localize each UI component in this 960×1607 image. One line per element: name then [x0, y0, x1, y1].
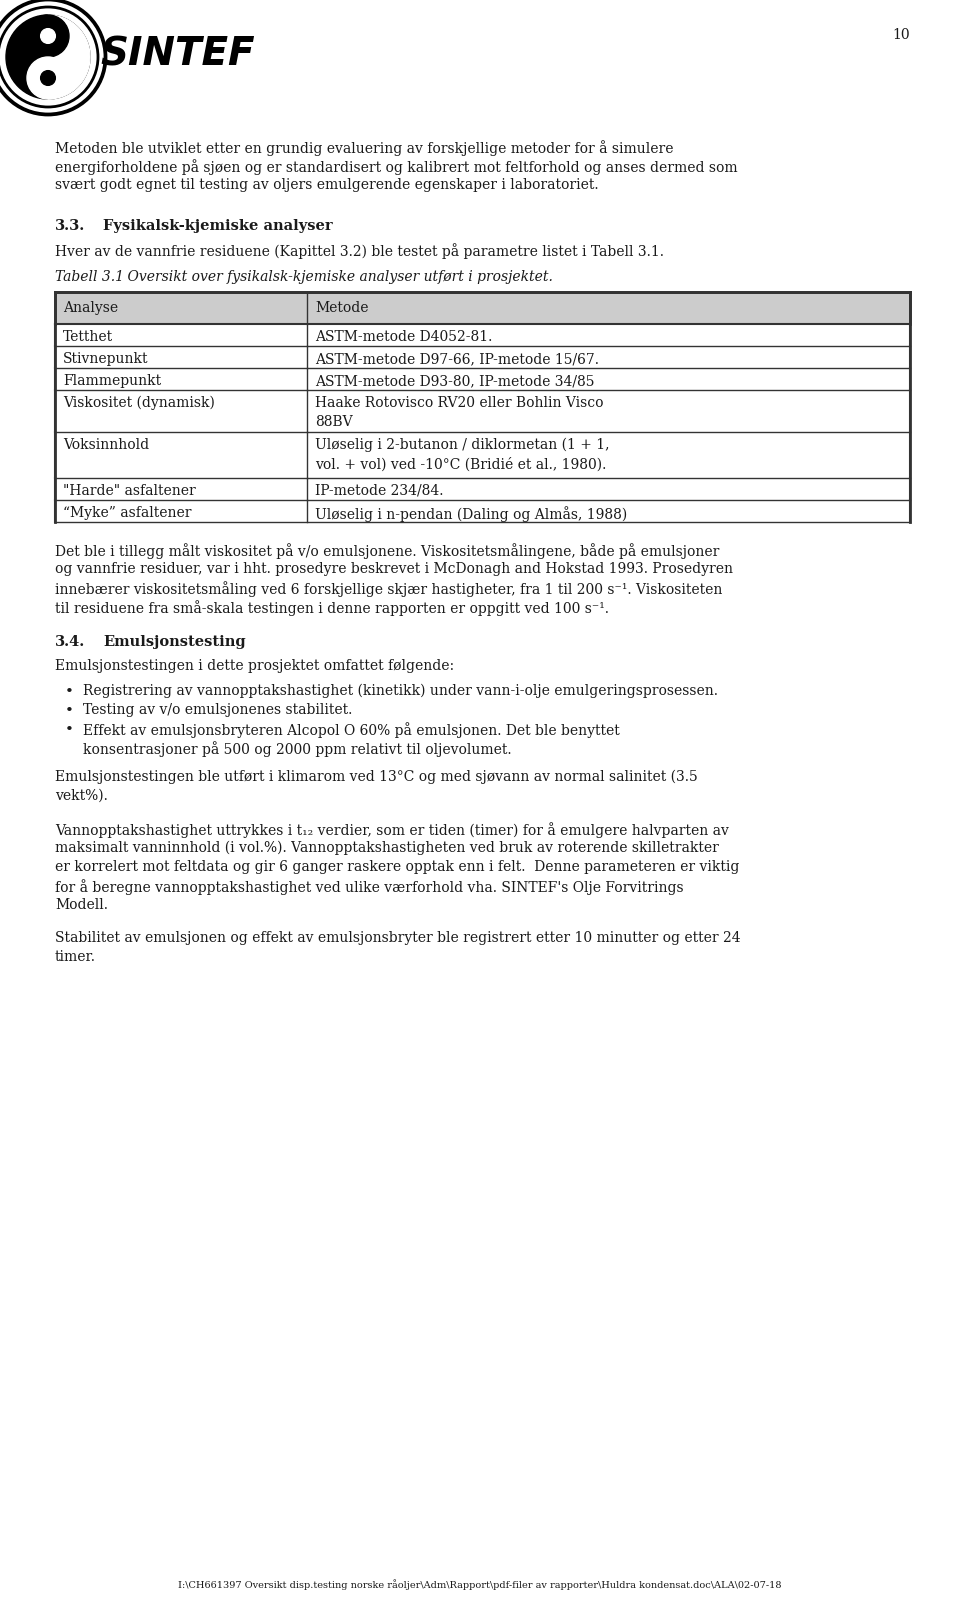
Circle shape [0, 2, 105, 116]
Bar [55, 479, 910, 501]
Text: Metoden ble utviklet etter en grundig evaluering av forskjellige metoder for å s: Metoden ble utviklet etter en grundig ev… [55, 140, 674, 156]
Text: Hver av de vannfrie residuene (Kapittel 3.2) ble testet på parametre listet i Ta: Hver av de vannfrie residuene (Kapittel … [55, 243, 664, 259]
Polygon shape [48, 16, 90, 100]
Text: Tabell 3.1: Tabell 3.1 [55, 270, 124, 284]
Text: og vannfrie residuer, var i hht. prosedyre beskrevet i McDonagh and Hokstad 1993: og vannfrie residuer, var i hht. prosedy… [55, 562, 733, 575]
Text: 3.4.: 3.4. [55, 635, 85, 649]
Text: ASTM-metode D4052-81.: ASTM-metode D4052-81. [315, 329, 492, 344]
Text: Emulsjonstestingen ble utført i klimarom ved 13°C og med sjøvann av normal salin: Emulsjonstestingen ble utført i klimarom… [55, 770, 698, 784]
Text: “Myke” asfaltener: “Myke” asfaltener [63, 506, 191, 519]
Circle shape [27, 16, 69, 58]
Text: svært godt egnet til testing av oljers emulgerende egenskaper i laboratoriet.: svært godt egnet til testing av oljers e… [55, 178, 599, 191]
Circle shape [6, 16, 90, 100]
Bar [55, 325, 910, 347]
Text: Modell.: Modell. [55, 897, 108, 911]
Text: Uløselig i n-pendan (Daling og Almås, 1988): Uløselig i n-pendan (Daling og Almås, 19… [315, 506, 628, 522]
Text: 10: 10 [893, 27, 910, 42]
Text: 88BV: 88BV [315, 415, 353, 429]
Text: innebærer viskositetsmåling ved 6 forskjellige skjær hastigheter, fra 1 til 200 : innebærer viskositetsmåling ved 6 forskj… [55, 580, 722, 596]
Bar [55, 347, 910, 368]
Bar [55, 432, 910, 479]
Text: vekt%).: vekt%). [55, 789, 108, 802]
Text: maksimalt vanninnhold (i vol.%). Vannopptakshastigheten ved bruk av roterende sk: maksimalt vanninnhold (i vol.%). Vannopp… [55, 840, 719, 855]
Text: Registrering av vannopptakshastighet (kinetikk) under vann-i-olje emulgeringspro: Registrering av vannopptakshastighet (ki… [83, 683, 718, 697]
Text: vol. + vol) ved -10°C (Bridié et al., 1980).: vol. + vol) ved -10°C (Bridié et al., 19… [315, 456, 607, 471]
Text: Emulsjonstestingen i dette prosjektet omfattet følgende:: Emulsjonstestingen i dette prosjektet om… [55, 659, 454, 673]
Text: Oversikt over fysikalsk-kjemiske analyser utført i prosjektet.: Oversikt over fysikalsk-kjemiske analyse… [110, 270, 553, 284]
Text: •: • [64, 723, 73, 736]
Text: Haake Rotovisco RV20 eller Bohlin Visco: Haake Rotovisco RV20 eller Bohlin Visco [315, 395, 604, 410]
Text: Stivnepunkt: Stivnepunkt [63, 352, 149, 366]
Text: Analyse: Analyse [63, 301, 118, 315]
Circle shape [40, 29, 56, 45]
Text: I:\CH661397 Oversikt disp.testing norske råoljer\Adm\Rapport\pdf-filer av rappor: I:\CH661397 Oversikt disp.testing norske… [179, 1578, 781, 1589]
Text: til residuene fra små-skala testingen i denne rapporten er oppgitt ved 100 s⁻¹.: til residuene fra små-skala testingen i … [55, 599, 609, 615]
Text: Vannopptakshastighet uttrykkes i t₁₂ verdier, som er tiden (timer) for å emulger: Vannopptakshastighet uttrykkes i t₁₂ ver… [55, 821, 729, 837]
Text: Metode: Metode [315, 301, 369, 315]
Text: Uløselig i 2-butanon / diklormetan (1 + 1,: Uløselig i 2-butanon / diklormetan (1 + … [315, 437, 610, 452]
Text: ASTM-metode D93-80, IP-metode 34/85: ASTM-metode D93-80, IP-metode 34/85 [315, 374, 595, 387]
Text: Viskositet (dynamisk): Viskositet (dynamisk) [63, 395, 215, 410]
Text: konsentrasjoner på 500 og 2000 ppm relativt til oljevolumet.: konsentrasjoner på 500 og 2000 ppm relat… [83, 741, 512, 757]
Text: 3.3.: 3.3. [55, 219, 85, 233]
Text: Testing av v/o emulsjonenes stabilitet.: Testing av v/o emulsjonenes stabilitet. [83, 702, 352, 717]
Text: SINTEF: SINTEF [100, 35, 254, 74]
Text: Stabilitet av emulsjonen og effekt av emulsjonsbryter ble registrert etter 10 mi: Stabilitet av emulsjonen og effekt av em… [55, 930, 740, 945]
Bar [55, 391, 910, 432]
Text: ASTM-metode D97-66, IP-metode 15/67.: ASTM-metode D97-66, IP-metode 15/67. [315, 352, 599, 366]
Text: Tetthet: Tetthet [63, 329, 113, 344]
Bar [55, 501, 910, 522]
Text: Effekt av emulsjonsbryteren Alcopol O 60% på emulsjonen. Det ble benyttet: Effekt av emulsjonsbryteren Alcopol O 60… [83, 722, 620, 738]
Text: er korrelert mot feltdata og gir 6 ganger raskere opptak enn i felt.  Denne para: er korrelert mot feltdata og gir 6 gange… [55, 860, 739, 874]
Text: for å beregne vannopptakshastighet ved ulike værforhold vha. SINTEF's Olje Forvi: for å beregne vannopptakshastighet ved u… [55, 879, 684, 895]
Circle shape [27, 58, 69, 100]
Text: •: • [64, 704, 73, 718]
Text: timer.: timer. [55, 950, 96, 964]
Text: Fysikalsk-kjemiske analyser: Fysikalsk-kjemiske analyser [103, 219, 332, 233]
Circle shape [40, 72, 56, 87]
Bar [55, 292, 910, 325]
Text: Voksinnhold: Voksinnhold [63, 437, 149, 452]
Text: Flammepunkt: Flammepunkt [63, 374, 161, 387]
Text: "Harde" asfaltener: "Harde" asfaltener [63, 484, 196, 498]
Text: energiforholdene på sjøen og er standardisert og kalibrert mot feltforhold og an: energiforholdene på sjøen og er standard… [55, 159, 737, 175]
Text: •: • [64, 685, 73, 699]
Text: Det ble i tillegg målt viskositet på v/o emulsjonene. Viskositetsmålingene, både: Det ble i tillegg målt viskositet på v/o… [55, 543, 719, 559]
Text: IP-metode 234/84.: IP-metode 234/84. [315, 484, 444, 498]
Text: Emulsjonstesting: Emulsjonstesting [103, 635, 246, 649]
Circle shape [0, 10, 97, 108]
Bar [55, 368, 910, 391]
